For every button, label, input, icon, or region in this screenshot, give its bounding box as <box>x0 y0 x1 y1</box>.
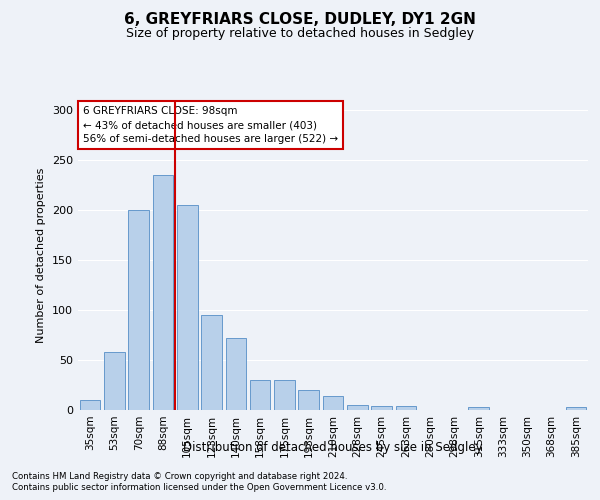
Bar <box>226 338 246 410</box>
Text: Distribution of detached houses by size in Sedgley: Distribution of detached houses by size … <box>183 441 483 454</box>
Text: Size of property relative to detached houses in Sedgley: Size of property relative to detached ho… <box>126 28 474 40</box>
Bar <box>104 352 125 410</box>
Bar <box>323 396 343 410</box>
Bar <box>566 407 586 410</box>
Bar <box>469 407 489 410</box>
Text: 6, GREYFRIARS CLOSE, DUDLEY, DY1 2GN: 6, GREYFRIARS CLOSE, DUDLEY, DY1 2GN <box>124 12 476 28</box>
Bar <box>298 390 319 410</box>
Bar <box>250 380 271 410</box>
Bar <box>395 406 416 410</box>
Bar <box>152 175 173 410</box>
Bar <box>274 380 295 410</box>
Bar <box>371 406 392 410</box>
Bar <box>347 405 368 410</box>
Bar <box>128 210 149 410</box>
Y-axis label: Number of detached properties: Number of detached properties <box>37 168 46 342</box>
Text: Contains public sector information licensed under the Open Government Licence v3: Contains public sector information licen… <box>12 484 386 492</box>
Text: Contains HM Land Registry data © Crown copyright and database right 2024.: Contains HM Land Registry data © Crown c… <box>12 472 347 481</box>
Bar <box>177 205 197 410</box>
Bar <box>201 315 222 410</box>
Text: 6 GREYFRIARS CLOSE: 98sqm
← 43% of detached houses are smaller (403)
56% of semi: 6 GREYFRIARS CLOSE: 98sqm ← 43% of detac… <box>83 106 338 144</box>
Bar <box>80 400 100 410</box>
